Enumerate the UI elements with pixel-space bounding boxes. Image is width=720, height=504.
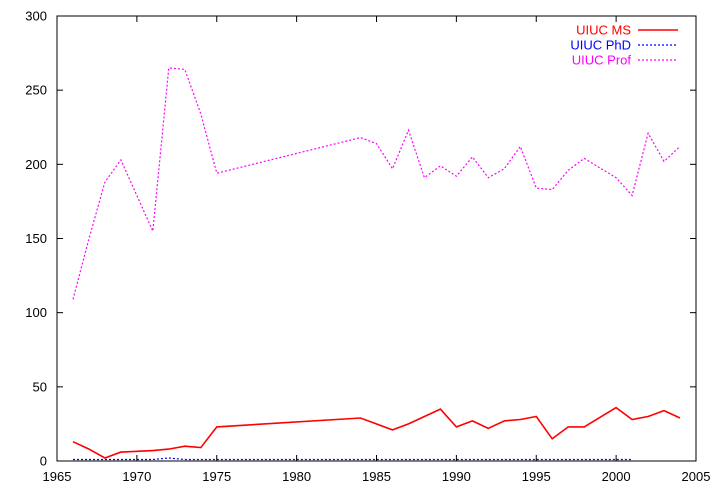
x-tick-label: 2005 xyxy=(682,469,711,484)
y-tick-label: 200 xyxy=(25,157,47,172)
legend-label: UIUC PhD xyxy=(570,38,631,53)
legend-label: UIUC Prof xyxy=(572,53,632,68)
x-tick-label: 1995 xyxy=(522,469,551,484)
series-line-uiuc-ms xyxy=(72,406,681,459)
x-tick-label: 1975 xyxy=(202,469,231,484)
x-tick-label: 1985 xyxy=(362,469,391,484)
x-tick-label: 2000 xyxy=(602,469,631,484)
x-tick-label: 1970 xyxy=(122,469,151,484)
y-axis: 0 50 100 150 200 250 300 xyxy=(25,9,696,469)
x-tick-label: 1965 xyxy=(43,469,72,484)
x-axis: 1965 1970 1975 1980 1985 1990 1995 2000 2005 xyxy=(43,16,711,484)
y-tick-label: 100 xyxy=(25,305,47,320)
y-tick-label: 300 xyxy=(25,9,47,24)
plot-lines xyxy=(72,67,681,461)
legend-label: UIUC MS xyxy=(576,23,631,38)
y-tick-label: 0 xyxy=(40,454,47,469)
series-line-uiuc-prof xyxy=(72,67,681,300)
y-tick-label: 150 xyxy=(25,231,47,246)
y-tick-label: 250 xyxy=(25,83,47,98)
x-tick-label: 1990 xyxy=(442,469,471,484)
x-tick-label: 1980 xyxy=(282,469,311,484)
y-tick-label: 50 xyxy=(33,379,47,394)
